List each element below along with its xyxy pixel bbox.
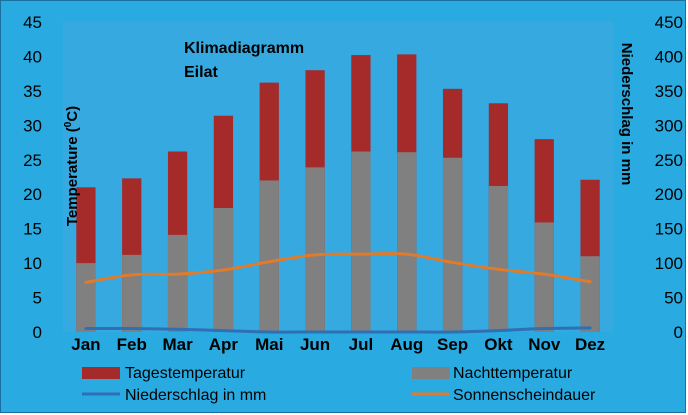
y2-tick-label: 150 bbox=[655, 220, 683, 239]
line-sonnenscheindauer bbox=[84, 252, 592, 284]
y2-tick-label: 50 bbox=[664, 289, 683, 308]
y-tick-label: 40 bbox=[23, 47, 42, 66]
lines-layer bbox=[84, 252, 592, 334]
bars-layer bbox=[76, 54, 600, 333]
legend-label-nachttemperatur: Nachttemperatur bbox=[453, 365, 573, 382]
bar-nachttemperatur-mai bbox=[259, 180, 279, 332]
x-axis-ticks: Jan Feb Mar Apr Mai Jun Jul Aug Sep Okt Nov Dez bbox=[71, 335, 605, 354]
bar-nachttemperatur-sep bbox=[442, 157, 463, 332]
y2-tick-label: 400 bbox=[655, 47, 683, 66]
legend-swatch-nachttemperatur bbox=[412, 367, 450, 379]
plot-area bbox=[63, 22, 613, 332]
y-tick-label: 10 bbox=[23, 254, 42, 273]
y2-tick-label: 100 bbox=[655, 254, 683, 273]
bar-nachttemperatur-okt bbox=[488, 185, 509, 332]
y-tick-label: 35 bbox=[23, 82, 42, 101]
y-tick-label: 0 bbox=[33, 323, 42, 342]
legend-label-sonnenscheindauer: Sonnenscheindauer bbox=[453, 387, 596, 404]
x-tick-label-jan: Jan bbox=[71, 335, 100, 354]
y-tick-label: 45 bbox=[23, 13, 42, 32]
bar-nachttemperatur-mar bbox=[167, 234, 188, 332]
bar-nachttemperatur-feb bbox=[122, 254, 142, 332]
right-axis-ticks: 0 50 100 150 200 250 300 350 400 450 bbox=[655, 13, 683, 342]
bar-nachttemperatur-jun bbox=[305, 167, 325, 332]
x-tick-label-dez: Dez bbox=[575, 335, 605, 354]
bar-nachttemperatur-nov bbox=[534, 222, 554, 332]
legend-swatch-tagestemperatur bbox=[82, 367, 120, 379]
bar-nachttemperatur-dez bbox=[580, 256, 600, 332]
legend-label-niederschlag: Niederschlag in mm bbox=[125, 387, 266, 404]
line-niederschlag bbox=[84, 326, 592, 334]
chart-title: Klimadiagramm bbox=[184, 40, 304, 57]
y2-tick-label: 350 bbox=[655, 82, 683, 101]
y-tick-label: 15 bbox=[23, 220, 42, 239]
legend: Tagestemperatur Nachttemperatur Niedersc… bbox=[82, 365, 596, 404]
y-axis-label: Temperature (0C) bbox=[63, 106, 81, 226]
x-tick-label-mar: Mar bbox=[162, 335, 193, 354]
x-tick-label-jul: Jul bbox=[349, 335, 374, 354]
bar-nachttemperatur-aug bbox=[397, 152, 417, 332]
y-tick-label: 25 bbox=[23, 151, 42, 170]
y2-tick-label: 450 bbox=[655, 13, 683, 32]
x-tick-label-nov: Nov bbox=[528, 335, 561, 354]
bar-nachttemperatur-jul bbox=[351, 151, 371, 332]
y2-axis-label: Niederschlag in mm bbox=[618, 43, 635, 186]
y-tick-label: 20 bbox=[23, 185, 42, 204]
y-tick-label: 30 bbox=[23, 116, 42, 135]
y-tick-label: 5 bbox=[33, 289, 42, 308]
x-tick-label-apr: Apr bbox=[209, 335, 239, 354]
y2-tick-label: 0 bbox=[674, 323, 683, 342]
legend-label-tagestemperatur: Tagestemperatur bbox=[125, 365, 246, 382]
x-tick-label-feb: Feb bbox=[117, 335, 147, 354]
left-axis-ticks: 0 5 10 15 20 25 30 35 40 45 bbox=[23, 13, 42, 342]
x-tick-label-sep: Sep bbox=[437, 335, 468, 354]
y2-tick-label: 250 bbox=[655, 151, 683, 170]
y2-tick-label: 300 bbox=[655, 116, 683, 135]
chart-subtitle: Eilat bbox=[184, 64, 218, 81]
x-tick-label-mai: Mai bbox=[255, 335, 283, 354]
x-tick-label-jun: Jun bbox=[300, 335, 330, 354]
x-tick-label-okt: Okt bbox=[484, 335, 513, 354]
y2-tick-label: 200 bbox=[655, 185, 683, 204]
x-tick-label-aug: Aug bbox=[390, 335, 423, 354]
bar-nachttemperatur-jan bbox=[76, 263, 96, 332]
